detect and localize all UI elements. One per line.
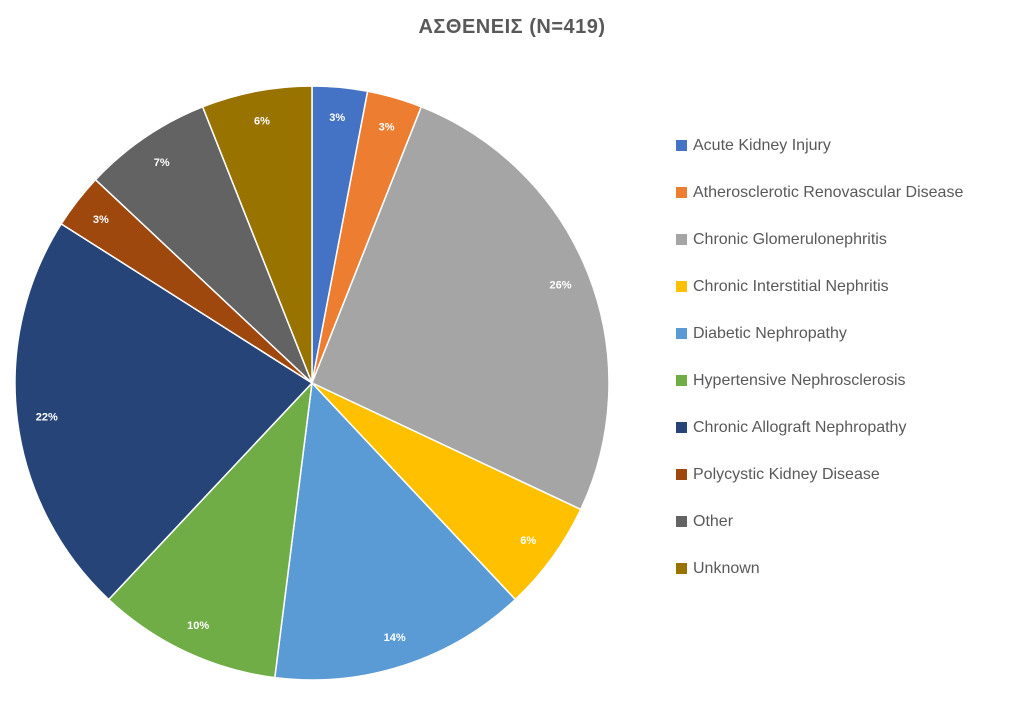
legend-item-4: Diabetic Nephropathy — [676, 324, 1016, 371]
legend-label-0: Acute Kidney Injury — [693, 137, 831, 154]
legend-swatch-1 — [676, 187, 687, 198]
data-label-8: 7% — [154, 157, 170, 169]
legend-label-5: Hypertensive Nephrosclerosis — [693, 372, 906, 389]
pie-slice-5 — [107, 380, 314, 679]
legend-swatch-4 — [676, 328, 687, 339]
data-label-6: 22% — [36, 412, 58, 424]
legend-item-9: Unknown — [676, 559, 1016, 606]
legend-swatch-8 — [676, 516, 687, 527]
data-label-1: 3% — [379, 121, 395, 133]
legend-label-9: Unknown — [693, 560, 760, 577]
legend-item-5: Hypertensive Nephrosclerosis — [676, 371, 1016, 418]
legend-label-6: Chronic Allograft Nephropathy — [693, 419, 907, 436]
legend-label-7: Polycystic Kidney Disease — [693, 466, 880, 483]
data-label-3: 6% — [520, 535, 536, 547]
legend-item-0: Acute Kidney Injury — [676, 136, 1016, 183]
data-label-0: 3% — [329, 112, 345, 124]
data-label-2: 26% — [550, 280, 572, 292]
legend-label-8: Other — [693, 513, 734, 530]
legend-item-8: Other — [676, 512, 1016, 559]
legend-label-3: Chronic Interstitial Nephritis — [693, 278, 889, 295]
legend-item-6: Chronic Allograft Nephropathy — [676, 418, 1016, 465]
data-label-4: 14% — [384, 632, 406, 644]
legend-item-7: Polycystic Kidney Disease — [676, 465, 1016, 512]
data-label-7: 3% — [93, 214, 109, 226]
legend-item-2: Chronic Glomerulonephritis — [676, 230, 1016, 277]
legend-swatch-9 — [676, 563, 687, 574]
legend-label-1: Atherosclerotic Renovascular Disease — [693, 184, 964, 201]
legend-swatch-2 — [676, 234, 687, 245]
pie-slice-6 — [14, 222, 314, 601]
legend-label-2: Chronic Glomerulonephritis — [693, 231, 887, 248]
legend-swatch-0 — [676, 140, 687, 151]
pie-slice-4 — [273, 381, 517, 681]
legend-swatch-7 — [676, 469, 687, 480]
data-label-9: 6% — [254, 115, 270, 127]
legend-swatch-3 — [676, 281, 687, 292]
chart-legend: Acute Kidney Injury Atherosclerotic Renov… — [676, 136, 1016, 606]
legend-item-1: Atherosclerotic Renovascular Disease — [676, 183, 1016, 230]
pie-slice-2 — [311, 105, 610, 511]
legend-item-3: Chronic Interstitial Nephritis — [676, 277, 1016, 324]
pie-slice-8 — [94, 105, 313, 384]
data-label-5: 10% — [187, 620, 209, 632]
chart-title: ΑΣΘΕΝΕΙΣ (N=419) — [418, 16, 606, 38]
pie-slice-9 — [201, 85, 313, 384]
legend-swatch-5 — [676, 375, 687, 386]
legend-swatch-6 — [676, 422, 687, 433]
legend-label-4: Diabetic Nephropathy — [693, 325, 847, 342]
